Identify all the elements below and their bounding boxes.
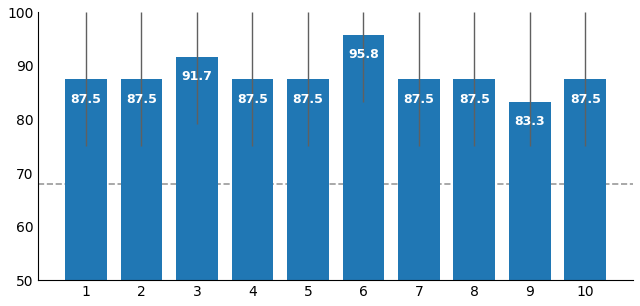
Text: 91.7: 91.7 (182, 70, 212, 83)
Bar (287, 79, 329, 280)
Bar (564, 79, 606, 280)
Text: 87.5: 87.5 (403, 93, 435, 106)
Bar (232, 79, 273, 280)
Text: 87.5: 87.5 (570, 93, 601, 106)
Text: 87.5: 87.5 (237, 93, 268, 106)
Bar (176, 57, 218, 280)
Text: 83.3: 83.3 (515, 115, 545, 128)
Text: 95.8: 95.8 (348, 48, 379, 61)
Text: 87.5: 87.5 (126, 93, 157, 106)
Bar (398, 79, 440, 280)
Bar (65, 79, 107, 280)
Bar (121, 79, 163, 280)
Bar (509, 102, 550, 280)
Bar (454, 79, 495, 280)
Bar (342, 35, 384, 280)
Text: 87.5: 87.5 (292, 93, 323, 106)
Text: 87.5: 87.5 (70, 93, 102, 106)
Text: 87.5: 87.5 (459, 93, 490, 106)
